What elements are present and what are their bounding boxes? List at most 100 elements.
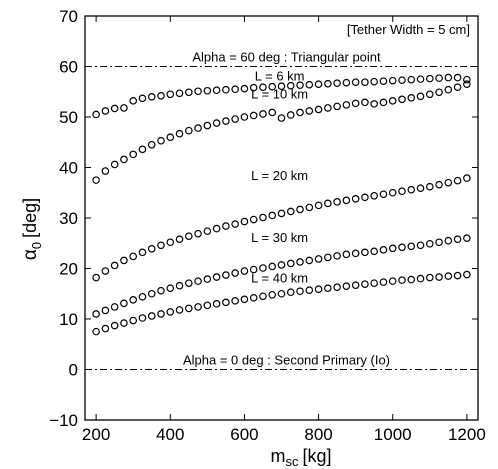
x-tick-label-5: 1200 — [448, 425, 486, 444]
series-1-point-8 — [166, 133, 175, 142]
series-2-point-32 — [388, 188, 397, 197]
series-0-point-7 — [157, 91, 165, 100]
x-axis-label: msc [kg] — [270, 446, 331, 469]
series-0-point-34 — [407, 75, 416, 84]
series-4-point-18 — [259, 292, 267, 301]
series-3-point-1 — [101, 306, 110, 315]
series-3-point-19 — [268, 262, 277, 271]
series-1-point-10 — [185, 126, 193, 135]
series-4-point-34 — [407, 275, 416, 284]
y-tick-label-1: 0 — [69, 361, 78, 380]
series-4-point-8 — [166, 308, 175, 316]
series-0-point-11 — [194, 87, 202, 96]
series-0-point-29 — [361, 78, 369, 86]
series-2-point-30 — [370, 191, 378, 200]
series-0-point-9 — [175, 89, 184, 98]
series-1-point-33 — [398, 95, 406, 104]
series-0-point-33 — [398, 76, 406, 84]
series-1-point-16 — [240, 113, 249, 121]
series-4-point-31 — [379, 278, 388, 286]
series-0-point-27 — [342, 78, 351, 87]
series-2-point-1 — [101, 267, 110, 275]
series-4-point-33 — [398, 276, 406, 284]
series-4-point-21 — [286, 288, 295, 297]
series-4-point-12 — [203, 301, 212, 310]
series-2-point-35 — [416, 184, 425, 193]
series-4 — [92, 270, 471, 336]
reference-line-label-0: Alpha = 60 deg : Triangular point — [192, 50, 381, 65]
series-0-point-20 — [277, 82, 286, 90]
series-0 — [92, 73, 471, 119]
series-0-point-6 — [147, 93, 156, 101]
series-3-point-39 — [453, 235, 462, 244]
series-0-point-31 — [379, 77, 388, 85]
series-1-point-32 — [388, 97, 397, 105]
series-3-point-40 — [463, 234, 471, 243]
series-1-point-20 — [277, 114, 286, 122]
series-3-point-0 — [92, 310, 100, 318]
series-0-point-30 — [370, 77, 378, 86]
series-3-point-28 — [351, 249, 360, 258]
series-3-point-21 — [286, 259, 295, 268]
series-1-point-14 — [222, 117, 230, 125]
series-2-point-22 — [296, 205, 304, 214]
series-0-point-18 — [259, 83, 267, 92]
series-1-point-34 — [407, 94, 416, 102]
series-1-point-12 — [203, 121, 212, 130]
series-3-point-6 — [147, 289, 156, 298]
series-0-point-8 — [166, 90, 175, 99]
series-1-point-0 — [92, 176, 100, 184]
y-axis-label-sub: 0 — [29, 242, 44, 249]
series-2-point-19 — [268, 211, 277, 220]
series-4-point-0 — [92, 327, 100, 336]
series-2 — [92, 174, 471, 282]
series-2-point-9 — [175, 235, 184, 244]
series-1-point-1 — [101, 167, 110, 175]
series-1-point-21 — [286, 111, 295, 119]
series-4-point-20 — [277, 289, 286, 298]
series-2-point-16 — [240, 217, 249, 226]
series-2-point-18 — [259, 213, 267, 222]
series-0-point-36 — [426, 74, 434, 83]
series-4-point-37 — [435, 273, 443, 281]
series-4-point-9 — [175, 306, 184, 314]
y-tick-label-6: 50 — [59, 108, 78, 127]
series-0-point-15 — [231, 85, 239, 94]
series-4-point-4 — [129, 316, 137, 325]
series-4-point-14 — [222, 298, 230, 307]
series-4-point-28 — [351, 281, 360, 289]
series-0-point-40 — [463, 75, 471, 84]
series-2-point-6 — [147, 245, 156, 253]
series-0-point-21 — [286, 81, 295, 90]
series-0-point-19 — [268, 82, 277, 91]
series-0-point-13 — [212, 86, 221, 95]
series-1 — [92, 80, 471, 184]
series-1-point-15 — [231, 115, 239, 123]
series-4-point-2 — [110, 321, 119, 330]
series-4-point-10 — [185, 304, 193, 313]
series-0-point-12 — [203, 86, 212, 95]
series-3-point-36 — [426, 239, 434, 248]
series-3-point-18 — [259, 264, 267, 272]
series-0-point-25 — [324, 79, 332, 88]
series-2-point-27 — [342, 196, 351, 205]
series-0-point-3 — [120, 104, 128, 112]
series-0-point-4 — [129, 97, 137, 105]
series-4-point-6 — [147, 312, 156, 320]
series-1-point-40 — [463, 80, 471, 88]
series-2-point-0 — [92, 273, 100, 282]
series-1-point-27 — [342, 101, 351, 109]
series-3-point-17 — [249, 265, 258, 274]
series-3-point-7 — [157, 286, 165, 295]
series-2-point-36 — [426, 182, 434, 191]
x-tick-label-3: 800 — [304, 425, 332, 444]
series-0-point-16 — [240, 84, 249, 93]
series-0-point-22 — [296, 81, 304, 89]
series-4-point-35 — [416, 274, 425, 283]
series-1-point-13 — [212, 119, 221, 127]
series-1-point-28 — [351, 99, 360, 108]
series-2-point-7 — [157, 241, 165, 250]
series-3-point-37 — [435, 238, 443, 247]
series-3-point-15 — [231, 269, 239, 277]
